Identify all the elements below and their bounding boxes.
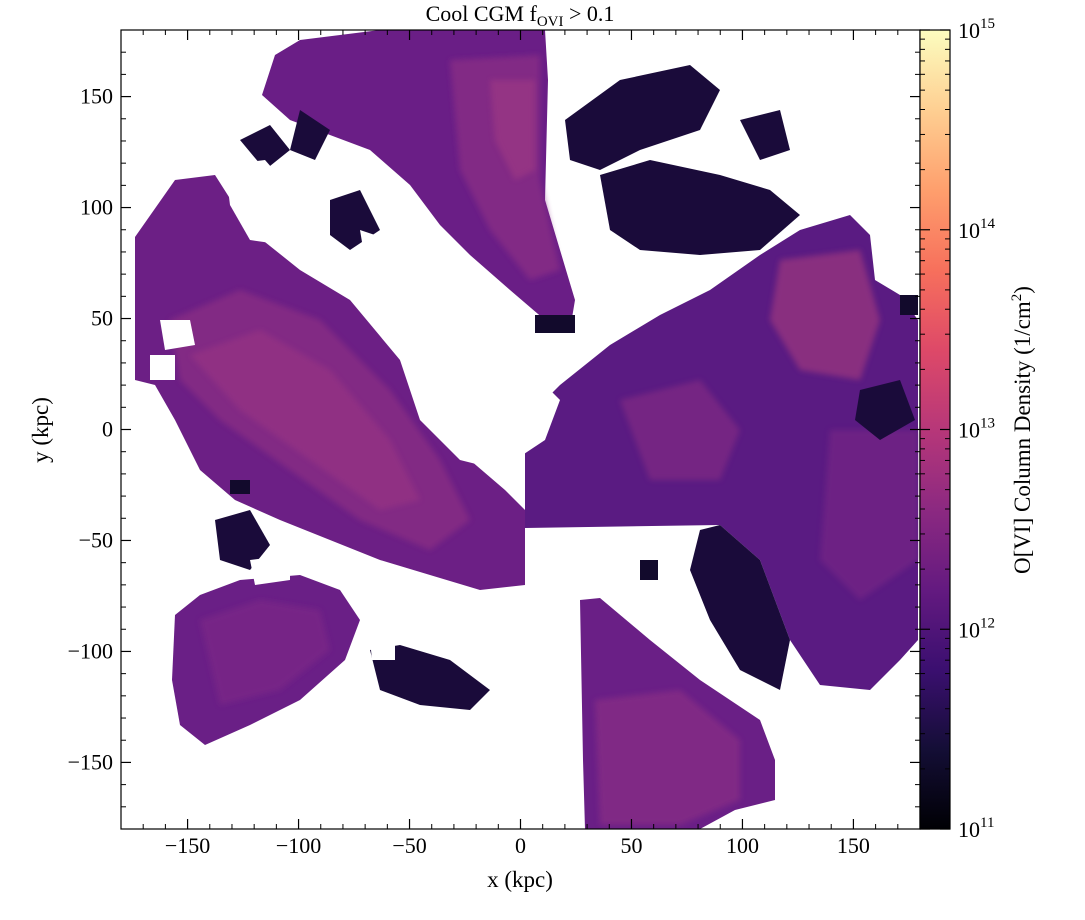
y-axis: −150 −100 −50 0 50 100 150 <box>68 29 920 830</box>
colorbar-tick-label: 1015 <box>958 16 995 43</box>
colorbar-tick-label: 1013 <box>958 416 995 443</box>
x-tick-label: −50 <box>392 833 426 858</box>
x-tick-label: −100 <box>276 833 321 858</box>
y-tick-label: −150 <box>68 749 113 774</box>
y-axis-label: y (kpc) <box>28 397 53 463</box>
y-tick-label: 50 <box>91 306 113 331</box>
x-axis: −150 −100 −50 0 50 100 150 <box>120 30 921 858</box>
y-tick-label: 100 <box>80 195 113 220</box>
chart-title: Cool CGM fOVI > 0.1 <box>426 1 615 30</box>
x-tick-label: 100 <box>726 833 759 858</box>
region-dark-fragments <box>215 65 915 710</box>
colorbar-label: O[VI] Column Density (1/cm2) <box>1009 286 1035 574</box>
colorbar: 1011 1012 1013 1014 1015 O[VI] Column Densit… <box>919 16 1035 842</box>
colorbar-tick-label: 1014 <box>958 216 996 243</box>
colorbar-tick-label: 1012 <box>958 615 995 642</box>
colorbar-ticks: 1011 1012 1013 1014 1015 <box>920 16 996 842</box>
x-tick-label: −150 <box>165 833 210 858</box>
y-tick-label: 0 <box>102 417 113 442</box>
x-axis-label: x (kpc) <box>487 867 553 892</box>
x-tick-label: 150 <box>837 833 870 858</box>
y-tick-label: −50 <box>79 527 113 552</box>
x-tick-label: 50 <box>620 833 642 858</box>
y-tick-label: 150 <box>80 84 113 109</box>
colorbar-tick-label: 1011 <box>958 815 994 842</box>
plot-area <box>121 30 920 829</box>
x-tick-label: 0 <box>515 833 526 858</box>
y-tick-label: −100 <box>68 638 113 663</box>
